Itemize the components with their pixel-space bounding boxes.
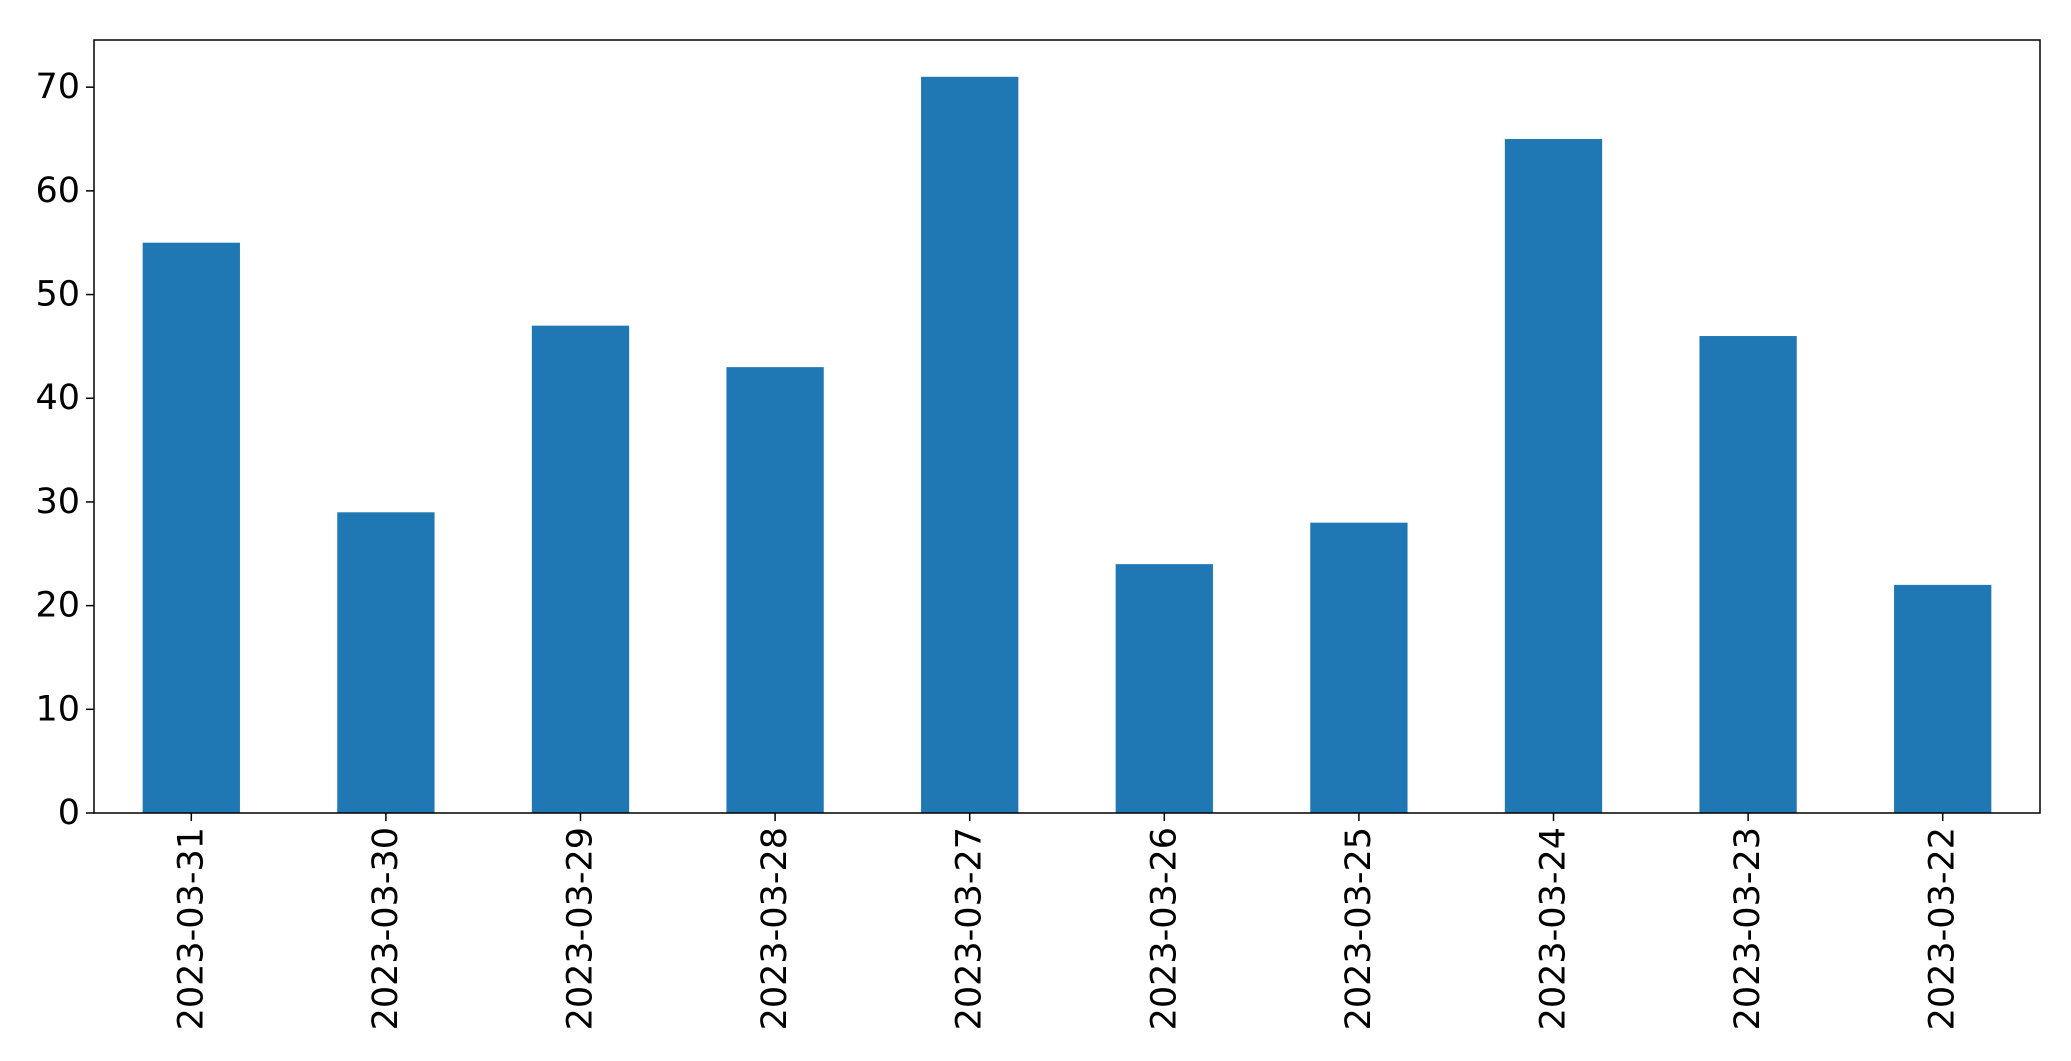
x-tick-label: 2023-03-31 [171,827,211,1030]
x-tick-label: 2023-03-23 [1728,827,1768,1030]
y-tick-label: 30 [35,482,80,522]
bar-2023-03-31 [142,242,240,813]
y-tick-label: 0 [58,793,80,833]
bar-2023-03-27 [921,76,1019,814]
x-tick-label: 2023-03-24 [1534,827,1574,1030]
x-tick-label: 2023-03-25 [1339,827,1379,1030]
y-tick-label: 20 [35,586,80,626]
y-tick-label: 60 [35,171,80,211]
x-tick-label: 2023-03-30 [366,827,406,1030]
y-axis: 0 10 20 30 40 50 60 70 [35,67,94,833]
x-tick-label: 2023-03-22 [1923,827,1963,1030]
bar-2023-03-25 [1310,522,1408,813]
x-tick-label: 2023-03-29 [561,827,601,1030]
bar-2023-03-30 [337,512,435,813]
plot-frame [93,39,2041,814]
bar-2023-03-28 [726,367,824,813]
x-tick-label: 2023-03-28 [755,827,795,1030]
x-axis: 2023-03-31 2023-03-30 2023-03-29 2023-03-28… [171,813,1963,1030]
bar-2023-03-24 [1504,139,1603,813]
x-tick-label: 2023-03-26 [1144,827,1184,1030]
y-tick-label: 40 [35,378,80,418]
x-tick-label: 2023-03-27 [950,827,990,1030]
bar-2023-03-26 [1115,564,1213,813]
y-tick-label: 50 [35,275,80,315]
bar-2023-03-23 [1699,336,1797,813]
y-tick-label: 70 [35,67,80,107]
bar-2023-03-22 [1894,584,1992,813]
bars [142,76,1992,814]
y-tick-label: 10 [35,689,80,729]
bar-2023-03-29 [531,325,630,813]
